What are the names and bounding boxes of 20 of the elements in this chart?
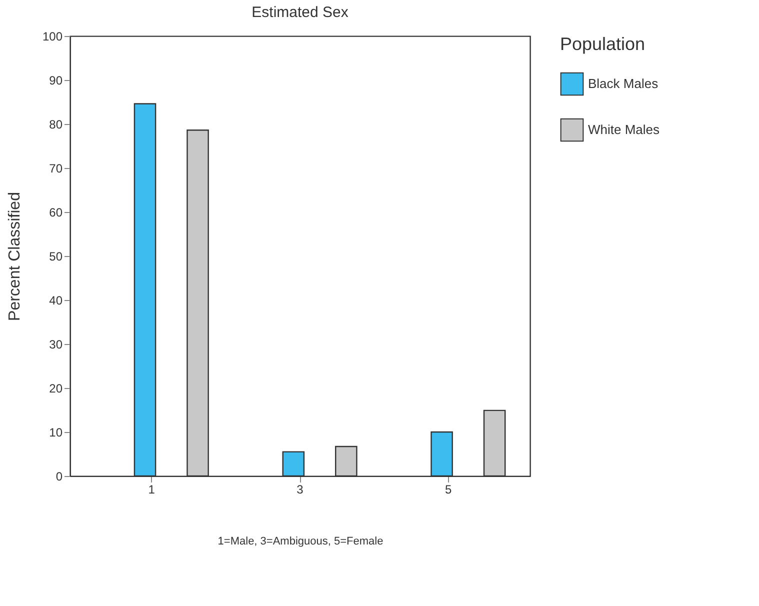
y-tick-label: 90	[49, 74, 63, 88]
y-tick-label: 10	[49, 426, 63, 440]
y-tick-label: 30	[49, 338, 63, 352]
y-tick-label: 50	[49, 250, 63, 264]
x-tick-label: 5	[445, 482, 452, 496]
x-tick-label: 1	[148, 482, 156, 496]
legend-label: White Males	[588, 122, 660, 137]
y-tick-label: 100	[42, 30, 63, 44]
y-tick-label: 0	[56, 470, 63, 484]
y-tick-label: 80	[49, 118, 63, 132]
y-axis-title: Percent Classified	[6, 192, 24, 321]
legend-title: Population	[560, 34, 646, 54]
x-tick-label: 3	[296, 482, 304, 496]
y-tick-label: 70	[49, 162, 63, 176]
chart-title: Estimated Sex	[252, 4, 349, 21]
legend-label: Black Males	[588, 76, 659, 91]
y-tick-label: 40	[49, 294, 63, 308]
y-tick-label: 20	[49, 382, 63, 396]
x-axis-title: 1=Male, 3=Ambiguous, 5=Female	[218, 536, 384, 548]
y-tick-label: 60	[49, 206, 63, 220]
